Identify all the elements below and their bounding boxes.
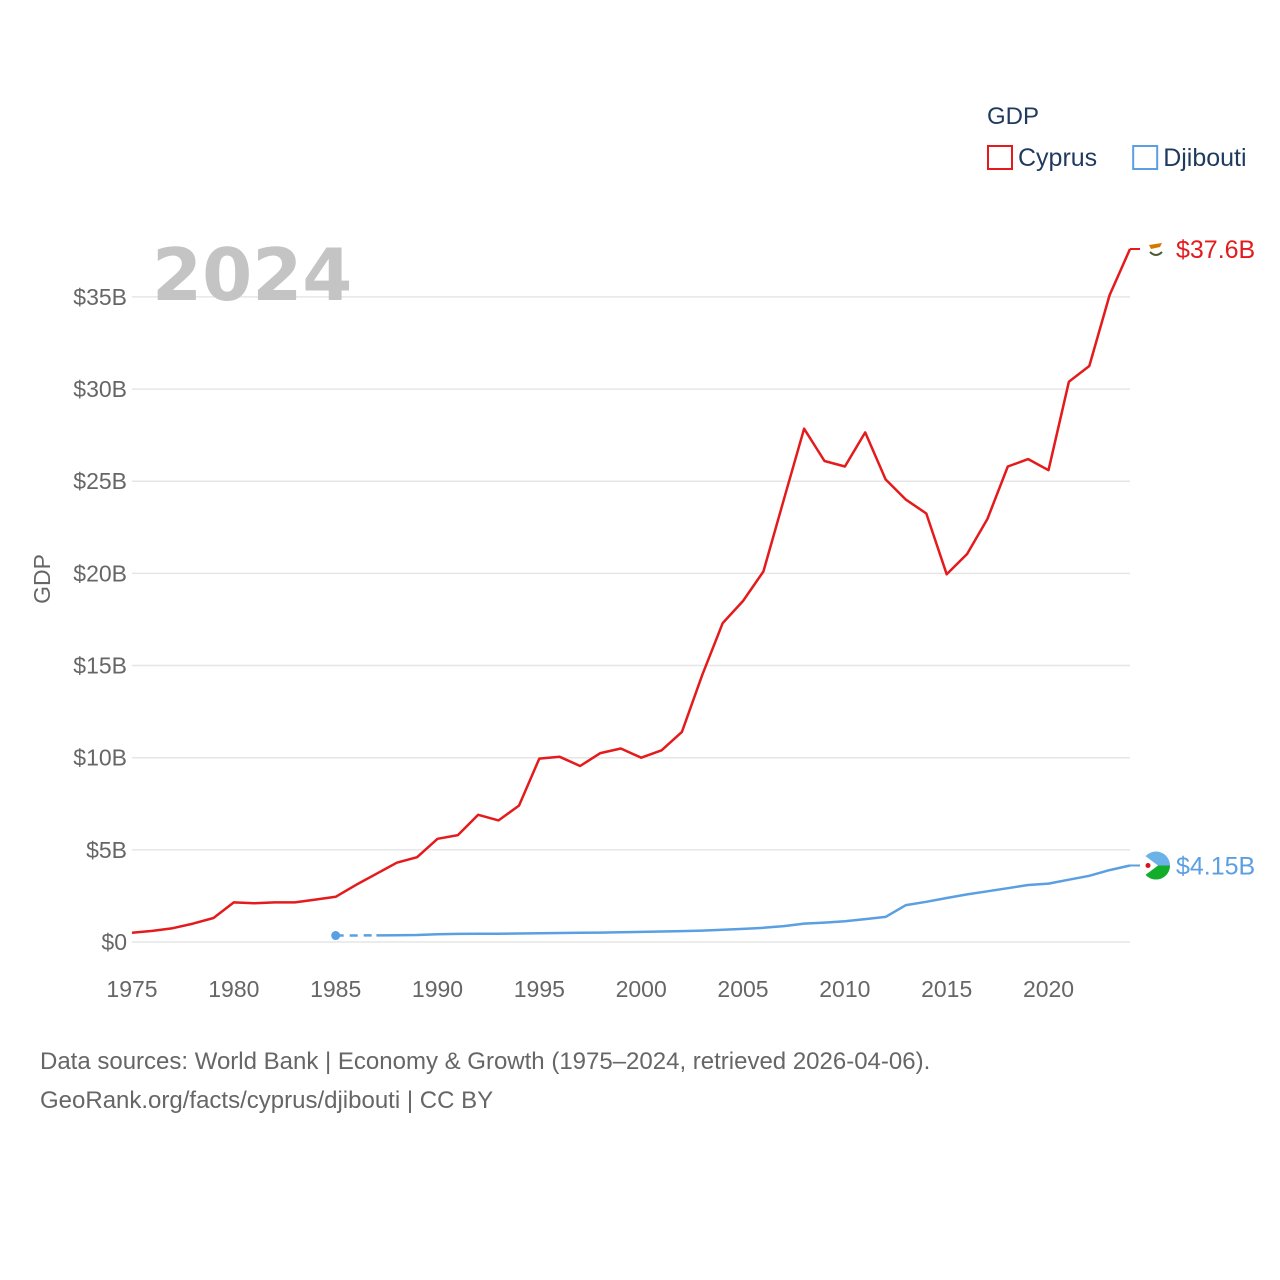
source-line-1: Data sources: World Bank | Economy & Gro… (40, 1048, 931, 1075)
y-tick-label: $35B (73, 284, 127, 310)
y-tick-label: $10B (73, 745, 127, 771)
x-tick-label: 1985 (310, 976, 361, 1002)
y-axis-ticks: $0 $5B $10B $15B $20B $25B $30B $35B (73, 284, 127, 955)
legend-item-cyprus: Cyprus (987, 144, 1097, 172)
series-line (131, 248, 1132, 935)
y-axis-label: GDP (29, 554, 55, 604)
end-value-label: $37.6B (1176, 236, 1255, 264)
end-value-label: $4.15B (1176, 853, 1255, 881)
gdp-line-chart: 2024 $0$5B$10B$15B$20B$25B$30B$35B 1975 1… (29, 103, 1255, 1002)
source-line-2: GeoRank.org/facts/cyprus/djibouti | CC B… (40, 1087, 494, 1114)
x-axis-ticks: 1975 1980 1985 1990 1995 2000 2005 2010 2015 2020 (106, 976, 1074, 1002)
x-tick-label: 2020 (1023, 976, 1074, 1002)
legend: GDP Cyprus Djibouti (987, 103, 1247, 172)
x-tick-label: 2010 (819, 976, 870, 1002)
x-tick-label: 2005 (717, 976, 768, 1002)
y-tick-label: $25B (73, 468, 127, 494)
data-source-note: Data sources: World Bank | Economy & Gro… (40, 1042, 1240, 1120)
legend-title: GDP (987, 103, 1039, 130)
y-tick-label: $20B (73, 560, 127, 586)
x-tick-label: 2000 (616, 976, 667, 1002)
legend-label: Djibouti (1163, 144, 1246, 172)
legend-label: Cyprus (1018, 144, 1097, 172)
djibouti-red-star (1145, 863, 1151, 869)
y-tick-label: $15B (73, 653, 127, 679)
grid-lines (132, 296, 1130, 943)
x-tick-label: 1995 (514, 976, 565, 1002)
x-tick-label: 2015 (921, 976, 972, 1002)
legend-swatch (1132, 145, 1159, 170)
series-lines: $37.6B $4.15B (131, 236, 1255, 941)
cyprus-map-shape (1149, 243, 1162, 249)
y-tick-label: $30B (73, 376, 127, 402)
year-label: 2024 (152, 233, 352, 317)
series-start-point (331, 931, 341, 941)
x-tick-label: 1975 (106, 976, 157, 1002)
legend-swatch (987, 145, 1013, 170)
cyprus-flag-icon (1143, 236, 1169, 262)
series-djibouti: $4.15B (331, 851, 1255, 941)
series-line (376, 864, 1131, 937)
x-tick-label: 1990 (412, 976, 463, 1002)
series-cyprus: $37.6B (131, 236, 1255, 935)
legend-item-djibouti: Djibouti (1132, 144, 1247, 172)
y-tick-label: $5B (86, 837, 127, 863)
y-tick-label: $0 (101, 929, 127, 955)
x-tick-label: 1980 (208, 976, 259, 1002)
olive-branch-shape (1149, 251, 1163, 256)
